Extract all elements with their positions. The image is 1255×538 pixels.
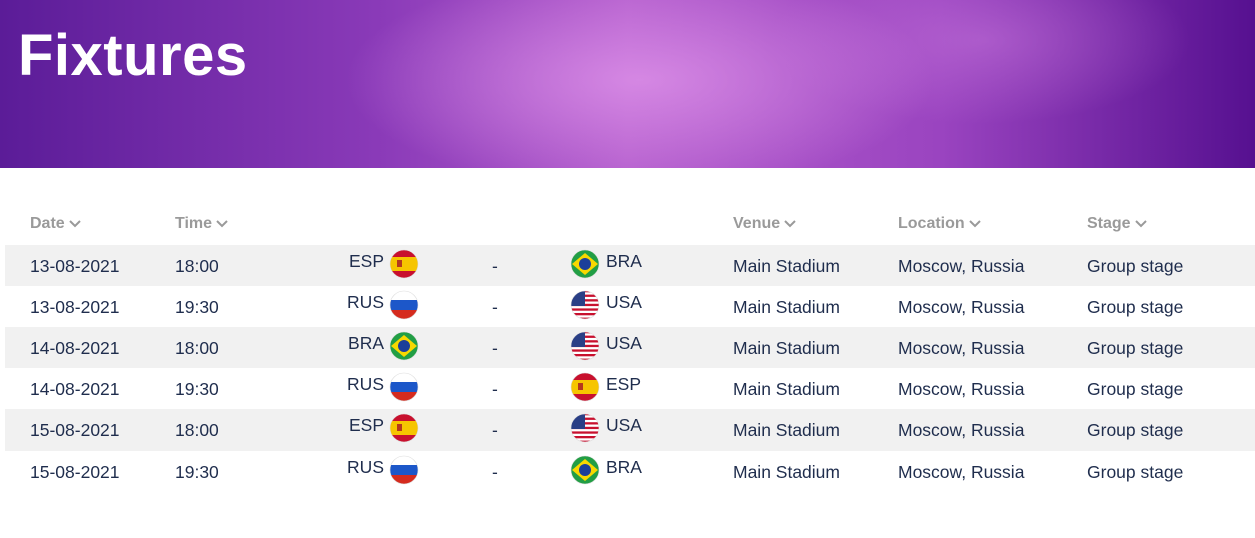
sort-header[interactable]: Date [30,215,81,233]
venue: Main Stadium [733,338,840,358]
column-label[interactable]: Time [175,215,213,232]
away-team: USA [606,333,642,353]
sort-header[interactable]: Stage [1087,215,1147,233]
time: 19:30 [175,462,219,482]
time: 19:30 [175,379,219,399]
score: - [492,256,498,276]
fixture-row: 15-08-2021 18:00 ESP - USA Main Stadium Mo… [5,409,1255,451]
time: 19:30 [175,297,219,317]
stage: Group stage [1087,420,1184,440]
date: 14-08-2021 [30,338,120,358]
home-team: RUS [347,292,384,312]
sort-header[interactable]: Location [898,215,981,233]
date: 14-08-2021 [30,379,120,399]
flag [570,249,600,279]
fixture-row: 14-08-2021 18:00 BRA - USA Main Stadium Mo… [5,327,1255,368]
location: Moscow, Russia [898,256,1025,276]
score: - [492,338,498,358]
time: 18:00 [175,338,219,358]
flag [389,413,419,443]
score: - [492,462,498,482]
flag [570,331,600,361]
location: Moscow, Russia [898,462,1025,482]
location: Moscow, Russia [898,338,1025,358]
home-team: RUS [347,457,384,477]
venue: Main Stadium [733,256,840,276]
flag [389,331,419,361]
chevron [1134,220,1147,228]
home-team: BRA [348,333,384,353]
time: 18:00 [175,256,219,276]
time: 18:00 [175,420,219,440]
score: - [492,420,498,440]
date: 13-08-2021 [30,297,120,317]
away-team: BRA [606,457,642,477]
chevron [784,220,796,228]
away-team: USA [606,415,642,435]
fixture-row: 14-08-2021 19:30 RUS - ESP Main Stadium Mo… [5,368,1255,409]
home-team: RUS [347,374,384,394]
column-label[interactable]: Stage [1087,215,1131,232]
location: Moscow, Russia [898,297,1025,317]
flag [389,290,419,320]
away-team: BRA [606,251,642,271]
flag [389,249,419,279]
page-title: Fixtures [18,23,248,88]
column-label[interactable]: Date [30,215,65,232]
flag [570,372,600,402]
chevron [216,220,228,228]
flag [389,372,419,402]
venue: Main Stadium [733,462,840,482]
chevron [68,220,81,228]
column-label[interactable]: Venue [733,215,781,232]
stage: Group stage [1087,462,1184,482]
fixture-row: 15-08-2021 19:30 RUS - BRA Main Stadium Mo… [5,451,1255,492]
score: - [492,379,498,399]
stage: Group stage [1087,256,1184,276]
flag [389,455,419,485]
score: - [492,297,498,317]
header-banner: Fixtures [0,0,1255,168]
chevron [968,220,981,228]
fixture-row: 13-08-2021 18:00 ESP - BRA Main Stadium Mo… [5,245,1255,286]
flag [570,290,600,320]
venue: Main Stadium [733,297,840,317]
date: 15-08-2021 [30,420,120,440]
location: Moscow, Russia [898,420,1025,440]
home-team: ESP [348,415,384,435]
date: 15-08-2021 [30,462,120,482]
sort-header[interactable]: Time [175,215,228,233]
location: Moscow, Russia [898,379,1025,399]
fixture-row: 13-08-2021 19:30 RUS - USA Main Stadium Mo… [5,286,1255,327]
stage: Group stage [1087,297,1184,317]
sort-header[interactable]: Venue [733,215,796,233]
flag [570,413,600,443]
venue: Main Stadium [733,379,840,399]
home-team: ESP [348,251,384,271]
date: 13-08-2021 [30,256,120,276]
away-team: USA [606,292,642,312]
away-team: ESP [606,374,642,394]
stage: Group stage [1087,338,1184,358]
flag [570,455,600,485]
venue: Main Stadium [733,420,840,440]
column-label[interactable]: Location [898,215,965,232]
stage: Group stage [1087,379,1184,399]
